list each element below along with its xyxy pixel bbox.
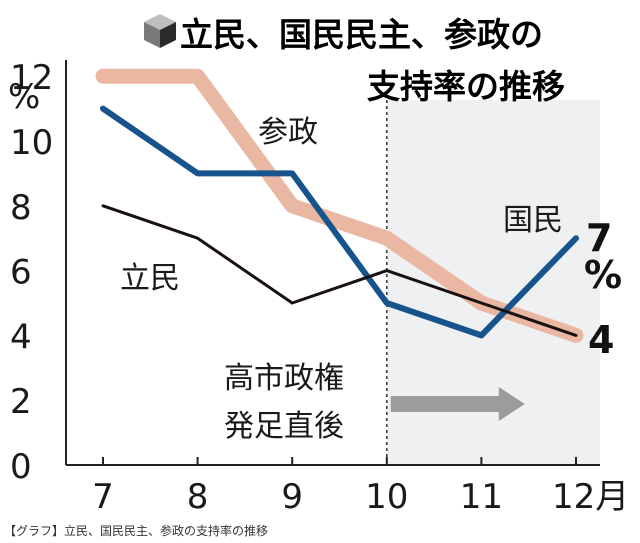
y-tick-label-10: 10 [10,123,53,163]
series-lines [95,68,584,343]
x-tick-label-9: 9 [281,477,303,517]
annotation-line1: 高市政権 [224,361,344,396]
caption: 【グラフ】立民、国民民主、参政の支持率の推移 [4,524,269,538]
box-icon [144,14,176,48]
series-label-sansei: 参政 [258,115,318,150]
y-tick-label-4: 4 [10,317,32,357]
y-tick-label-0: 0 [10,447,32,487]
series-label-kokumin: 国民 [503,203,563,238]
y-unit-label: % [8,77,40,117]
series-line-1 [100,105,579,339]
x-tick-labels: 7 8 9 10 11 12月 [92,477,629,517]
x-tick-label-11: 11 [460,477,503,517]
chart-svg: 0 2 4 6 8 10 12 % 7 8 9 10 11 12月 参政 国民 立民 7 % 4 高市… [8,14,629,517]
x-tick-label-7: 7 [92,477,114,517]
end-value-kokumin: 7 [586,216,612,260]
x-tick-marks [102,457,577,465]
y-tick-label-12: 12 [10,58,53,98]
annotation-line2: 発足直後 [224,409,344,444]
y-tick-label-2: 2 [10,382,32,422]
series-label-rikken: 立民 [120,261,180,296]
series-line-2 [101,204,578,337]
y-tick-label-6: 6 [10,253,32,293]
x-tick-label-8: 8 [187,477,209,517]
chart-title-line1: 立民、国民民主、参政の [180,15,543,54]
y-tick-labels: 0 2 4 6 8 10 12 [10,58,53,487]
end-value-kokumin-unit: % [584,253,622,297]
annotation-arrow-icon [390,387,525,421]
end-value-rikken-sansei: 4 [588,318,614,362]
y-tick-label-8: 8 [10,188,32,228]
chart-title-line2: 支持率の推移 [367,67,565,106]
x-tick-label-10: 10 [365,477,408,517]
x-tick-label-12: 12月 [552,477,629,517]
